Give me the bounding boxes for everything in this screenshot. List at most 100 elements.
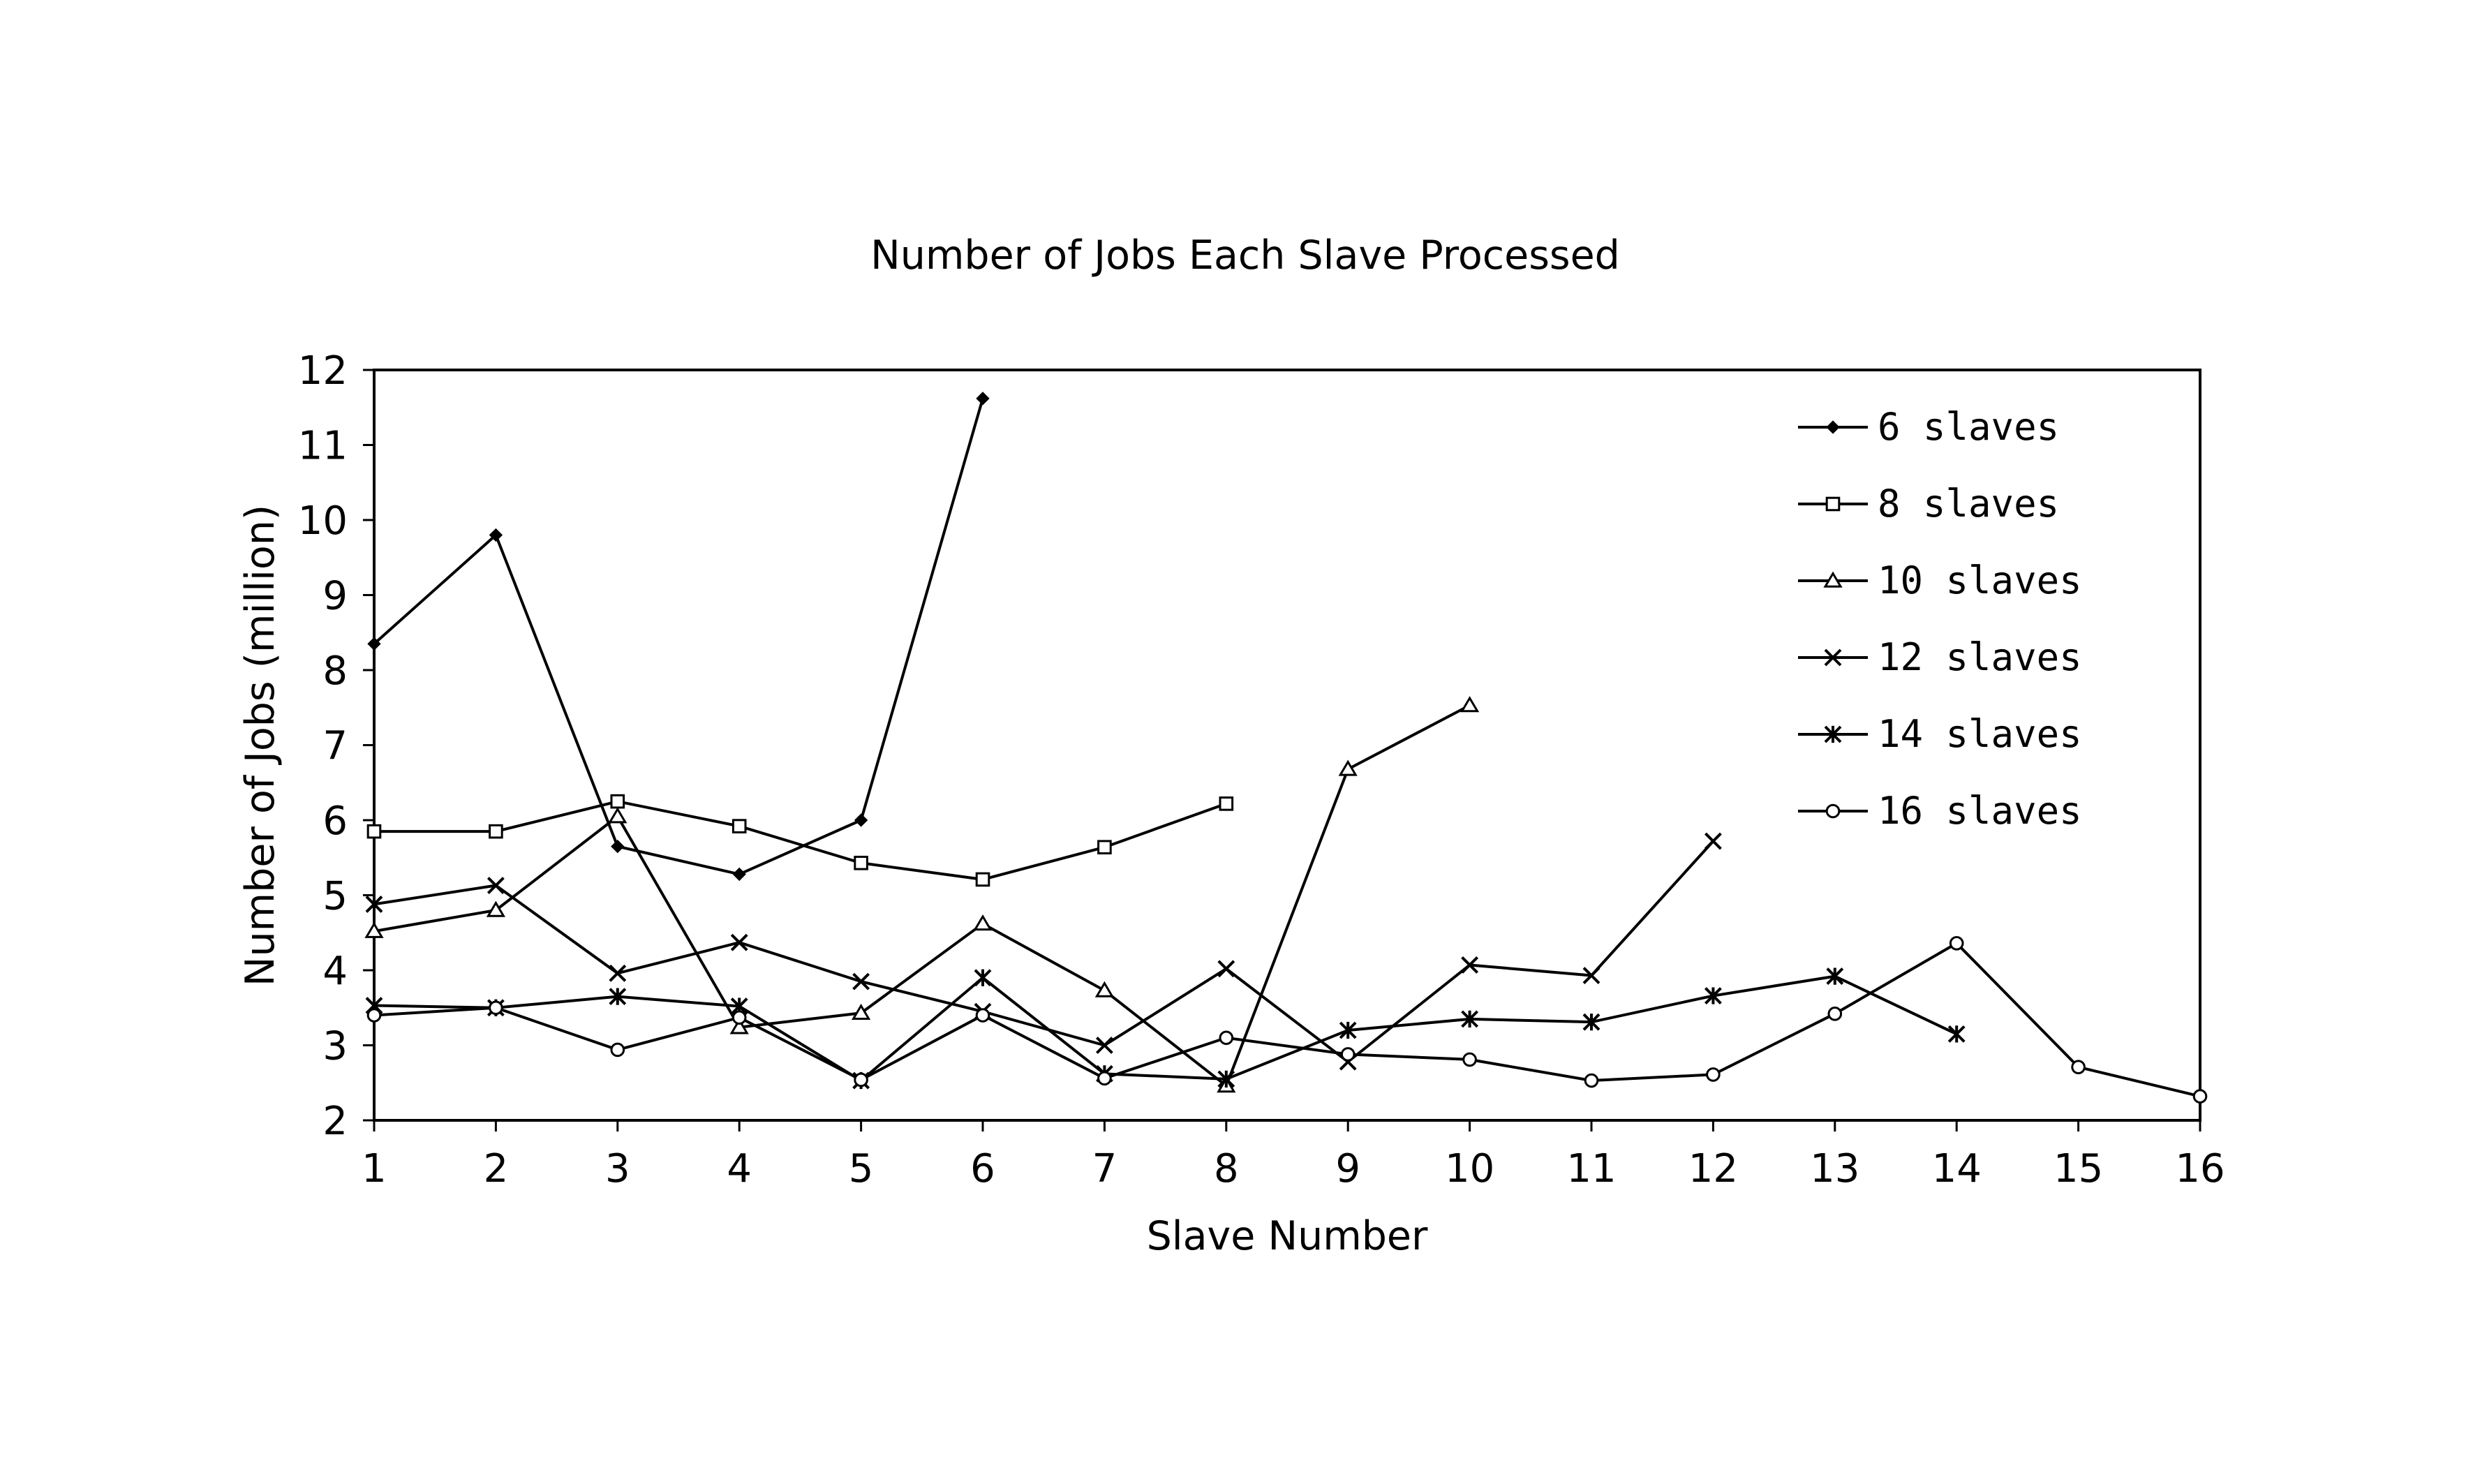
legend: 6 slaves 8 slaves 10 slaves 12 slaves 14 sla… <box>1798 405 2082 833</box>
legend-marker <box>1825 803 1841 819</box>
data-point <box>608 807 627 824</box>
data-point <box>1097 1071 1112 1086</box>
legend-item: 6 slaves <box>1798 405 2059 449</box>
data-point <box>1338 759 1358 776</box>
data-point <box>1826 967 1844 986</box>
y-tick-label: 6 <box>322 799 348 844</box>
x-tick-label: 15 <box>2054 1146 2103 1192</box>
data-point <box>486 900 506 917</box>
legend-label: 6 slaves <box>1878 405 2059 449</box>
data-point <box>974 969 992 987</box>
y-tick-label: 7 <box>322 724 348 769</box>
y-tick-label: 2 <box>322 1099 348 1144</box>
x-tick-label: 14 <box>1932 1146 1982 1192</box>
data-point <box>975 872 990 887</box>
legend-marker <box>1826 420 1840 434</box>
data-point <box>976 392 990 406</box>
legend-item: 16 slaves <box>1798 789 2082 833</box>
legend-marker <box>1823 571 1843 588</box>
x-tick-label: 9 <box>1335 1146 1360 1192</box>
series-line <box>373 941 2201 1098</box>
y-axis-label: Number of Jobs (million) <box>237 505 283 986</box>
x-tick-label: 5 <box>849 1146 874 1192</box>
data-point <box>1340 1047 1356 1062</box>
data-point <box>854 855 868 870</box>
data-point <box>489 1000 503 1016</box>
series-3 <box>364 696 1480 1093</box>
data-point <box>1947 1025 1966 1043</box>
data-point <box>731 819 747 833</box>
legend-label: 8 slaves <box>1878 482 2059 526</box>
data-point <box>1461 1010 1479 1028</box>
data-point <box>1094 981 1115 997</box>
x-tick-label: 3 <box>605 1146 630 1192</box>
series-6 <box>366 936 2208 1104</box>
legend-label: 12 slaves <box>1878 635 2082 679</box>
legend-item: 14 slaves <box>1798 712 2082 756</box>
legend-marker <box>1824 648 1842 667</box>
legend-label: 10 slaves <box>1878 558 2082 602</box>
data-point <box>611 839 625 854</box>
data-point <box>852 972 870 990</box>
data-point <box>1582 1013 1601 1031</box>
data-point <box>1217 960 1235 978</box>
data-point <box>365 895 383 913</box>
legend-marker <box>1825 496 1841 512</box>
series-1 <box>367 392 990 882</box>
data-point <box>364 921 384 938</box>
data-point <box>1097 840 1112 855</box>
data-point <box>851 1003 871 1021</box>
series-line <box>373 398 984 876</box>
data-point <box>1339 1021 1357 1039</box>
data-point <box>731 1010 747 1025</box>
data-point <box>975 1008 990 1023</box>
chart-title: Number of Jobs Each Slave Processed <box>870 232 1620 279</box>
x-tick-label: 10 <box>1445 1146 1494 1192</box>
data-point <box>487 877 505 894</box>
data-point <box>1461 956 1479 974</box>
data-point <box>1582 967 1601 984</box>
data-point <box>1219 796 1234 811</box>
legend-item: 12 slaves <box>1798 635 2082 679</box>
data-point <box>2192 1089 2208 1104</box>
y-tick-label: 8 <box>322 648 348 694</box>
data-point <box>366 1008 382 1023</box>
y-tick-label: 11 <box>298 424 348 469</box>
y-tick-label: 3 <box>322 1024 348 1069</box>
data-point <box>854 813 868 827</box>
y-tick-label: 12 <box>298 348 348 394</box>
data-point <box>1095 1037 1113 1054</box>
x-tick-label: 8 <box>1214 1146 1239 1192</box>
data-point <box>1706 1067 1721 1082</box>
legend-item: 8 slaves <box>1798 482 2059 526</box>
series-2 <box>366 794 1234 887</box>
data-point <box>729 1018 749 1034</box>
y-tick-label: 5 <box>322 874 348 919</box>
data-point <box>1704 987 1722 1004</box>
y-tick-label: 10 <box>298 498 348 544</box>
series-layer <box>364 392 2208 1104</box>
x-axis-ticks: 1 2 3 4 5 6 7 8 9 10 11 12 13 14 15 16 <box>362 1120 2225 1192</box>
data-point <box>610 794 625 809</box>
legend-marker <box>1824 725 1842 743</box>
data-point <box>973 914 993 931</box>
series-line <box>373 704 1471 1088</box>
x-tick-label: 11 <box>1566 1146 1616 1192</box>
x-axis-label: Slave Number <box>1147 1213 1428 1259</box>
x-tick-label: 16 <box>2175 1146 2225 1192</box>
data-point <box>854 1072 868 1088</box>
data-point <box>366 824 382 839</box>
data-point <box>1584 1073 1599 1088</box>
legend-label: 16 slaves <box>1878 789 2082 833</box>
series-5 <box>365 967 1966 1090</box>
data-point <box>367 637 381 651</box>
x-tick-label: 6 <box>970 1146 995 1192</box>
data-point <box>609 964 627 982</box>
data-point <box>1217 1070 1235 1088</box>
x-tick-label: 4 <box>727 1146 752 1192</box>
y-tick-label: 4 <box>322 949 348 994</box>
data-point <box>1949 936 1964 951</box>
data-point <box>1704 832 1722 850</box>
data-point <box>489 824 503 839</box>
